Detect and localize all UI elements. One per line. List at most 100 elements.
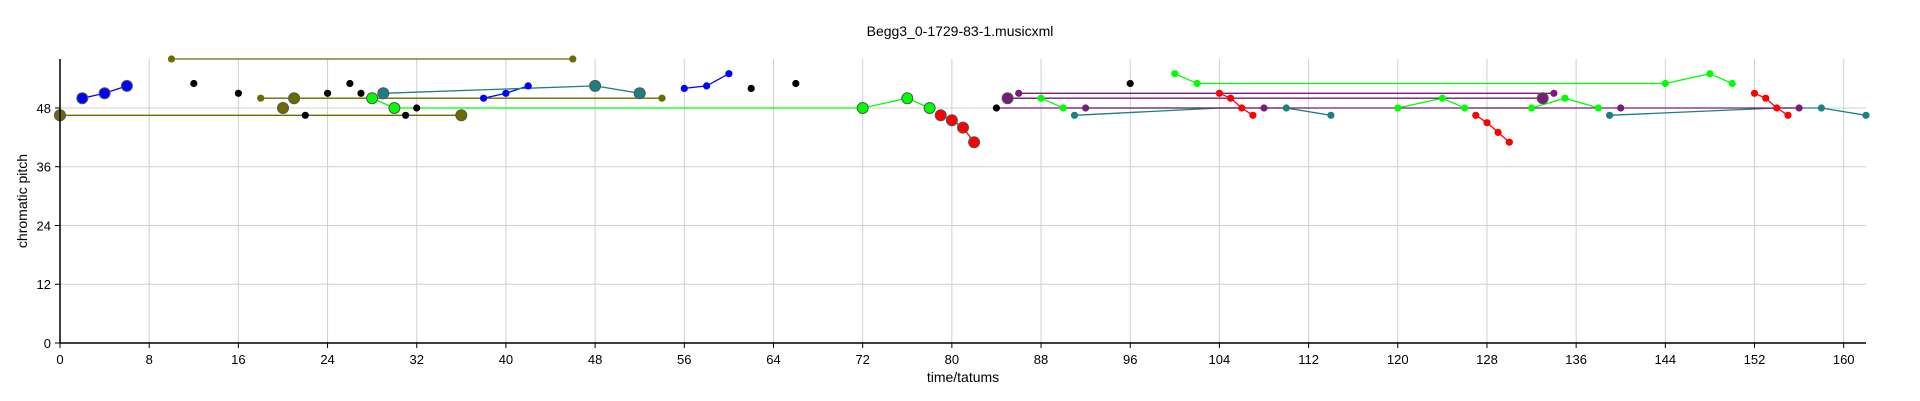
series-line — [1754, 92, 1789, 116]
data-point — [1750, 89, 1759, 97]
data-point — [1483, 119, 1491, 127]
data-point — [1461, 104, 1469, 112]
data-point — [120, 79, 133, 92]
series-line — [383, 85, 640, 94]
data-point — [1327, 111, 1335, 119]
data-point — [945, 114, 958, 127]
data-point — [569, 55, 577, 63]
data-point — [366, 92, 379, 105]
x-tick-label: 56 — [677, 352, 691, 367]
data-point — [968, 136, 981, 149]
data-point — [1550, 89, 1558, 97]
x-tick-label: 144 — [1654, 352, 1676, 367]
data-point — [1171, 70, 1179, 78]
y-tick-label: 48 — [37, 101, 51, 116]
x-tick-label: 120 — [1387, 352, 1409, 367]
data-point — [167, 55, 176, 63]
data-point — [1193, 79, 1201, 88]
data-point — [1260, 104, 1268, 112]
series-line — [1174, 73, 1733, 85]
data-point — [1059, 104, 1067, 112]
data-point — [1528, 104, 1536, 112]
chart-ticks: 0 8 16 24 32 40 48 56 64 72 80 88 96 104 112 120 128 136 1… — [37, 101, 1855, 367]
data-point — [957, 121, 969, 134]
x-tick-label: 80 — [945, 352, 959, 367]
data-point — [377, 87, 390, 100]
data-point — [1762, 94, 1770, 102]
data-point — [792, 79, 800, 88]
x-tick-label: 24 — [320, 352, 334, 367]
series-line — [1475, 114, 1510, 143]
data-point — [1249, 111, 1257, 119]
data-point — [1394, 104, 1402, 112]
data-point — [413, 104, 421, 112]
series-line — [1219, 92, 1254, 116]
y-tick-label: 24 — [37, 218, 51, 233]
x-tick-label: 96 — [1123, 352, 1137, 367]
data-point — [1070, 111, 1079, 119]
data-point — [680, 84, 688, 92]
series-line — [1609, 107, 1867, 116]
data-point — [1617, 104, 1625, 112]
series-line — [1074, 107, 1332, 116]
data-point — [234, 89, 242, 97]
data-point — [1706, 70, 1714, 78]
data-point — [901, 92, 914, 105]
y-tick-label: 12 — [37, 277, 51, 292]
data-point — [725, 70, 733, 78]
data-point — [1795, 104, 1803, 112]
x-tick-label: 32 — [410, 352, 424, 367]
data-point — [1784, 111, 1792, 119]
y-tick-label: 36 — [37, 160, 51, 175]
x-tick-label: 40 — [499, 352, 513, 367]
data-point — [992, 104, 1001, 112]
data-point — [1438, 94, 1446, 102]
data-point — [1773, 104, 1781, 112]
data-point — [1082, 104, 1090, 112]
series-line — [940, 114, 975, 143]
data-point — [747, 84, 755, 92]
data-point — [589, 79, 602, 92]
data-point — [402, 111, 410, 119]
data-point — [703, 82, 711, 90]
data-point — [1238, 104, 1246, 112]
data-point — [288, 92, 301, 105]
data-point — [1505, 138, 1513, 146]
data-point — [388, 102, 401, 114]
data-point — [301, 111, 309, 119]
x-tick-label: 136 — [1565, 352, 1587, 367]
x-tick-label: 104 — [1209, 352, 1231, 367]
x-tick-label: 8 — [146, 352, 153, 367]
data-point — [633, 87, 646, 100]
x-tick-label: 72 — [855, 352, 869, 367]
data-point — [856, 102, 869, 114]
data-point — [1472, 111, 1480, 119]
data-point — [1728, 79, 1736, 88]
y-tick-label: 0 — [44, 336, 51, 351]
data-point — [1594, 104, 1602, 112]
series-line — [1397, 97, 1599, 109]
chart-marks — [54, 55, 1870, 149]
x-tick-label: 128 — [1476, 352, 1498, 367]
data-point — [277, 102, 289, 114]
x-tick-label: 64 — [766, 352, 780, 367]
x-tick-label: 88 — [1034, 352, 1048, 367]
x-tick-label: 152 — [1744, 352, 1766, 367]
data-point — [524, 82, 532, 90]
x-tick-label: 112 — [1298, 352, 1319, 367]
data-point — [190, 79, 198, 88]
data-point — [257, 94, 265, 102]
data-point — [1661, 79, 1669, 88]
data-point — [1282, 104, 1290, 112]
data-point — [502, 89, 510, 97]
series-line — [371, 97, 930, 109]
x-tick-label: 0 — [56, 352, 63, 367]
data-point — [324, 89, 332, 97]
data-point — [934, 109, 947, 122]
data-point — [1817, 104, 1825, 112]
data-point — [480, 94, 488, 102]
data-point — [1001, 92, 1014, 105]
data-point — [1015, 89, 1023, 97]
data-point — [1215, 89, 1223, 97]
x-axis-label: time/tatums — [927, 369, 999, 385]
